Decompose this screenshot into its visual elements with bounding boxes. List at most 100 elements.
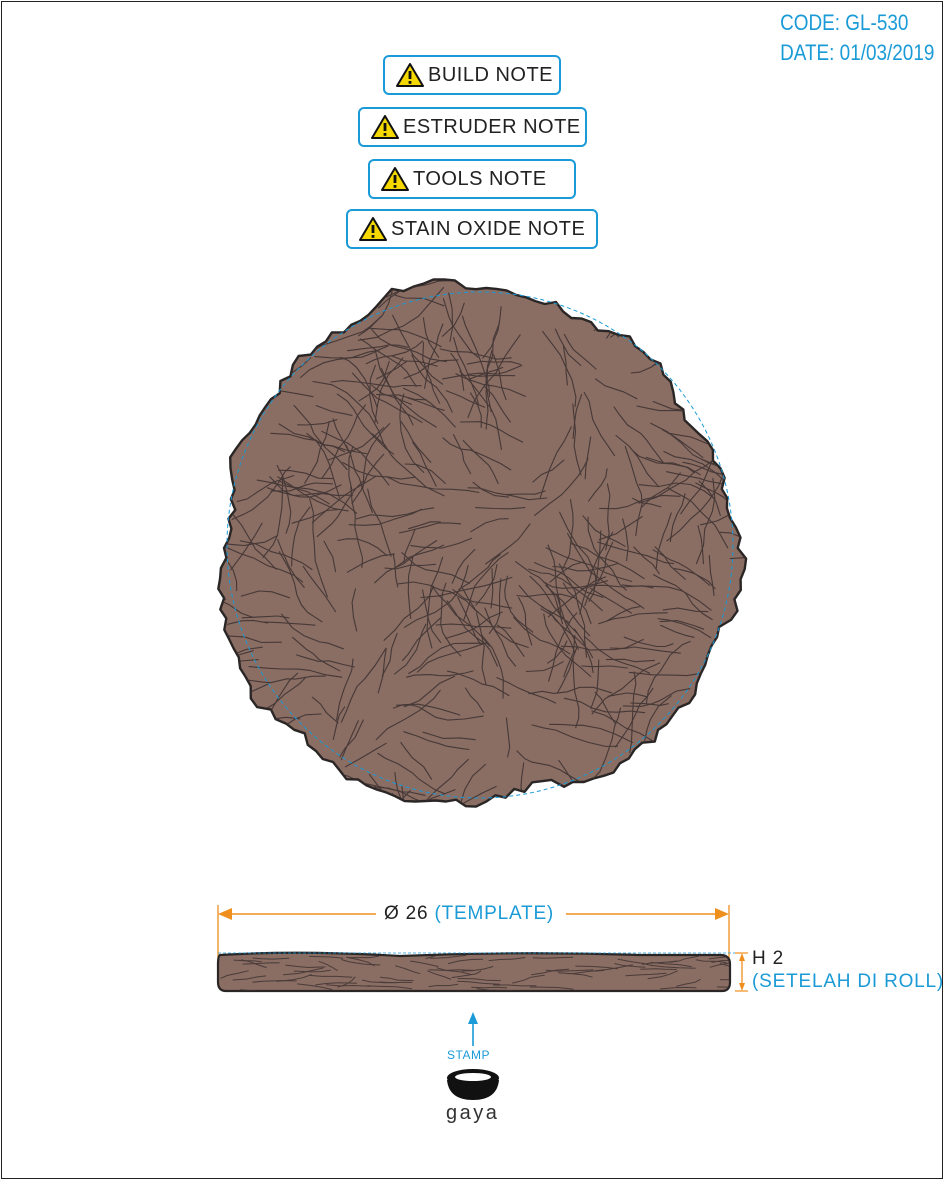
side-texture-line	[425, 952, 448, 960]
stone-texture-line	[591, 710, 656, 743]
stone-texture-line	[309, 498, 328, 598]
stone-texture-line	[406, 670, 474, 678]
stone-texture-line	[534, 458, 589, 516]
stone-texture-line	[580, 584, 654, 590]
stone-texture-line	[398, 784, 405, 807]
side-texture-line	[558, 972, 593, 978]
stone-texture-line	[552, 562, 619, 572]
tools-note-button[interactable]: TOOLS NOTE	[368, 159, 576, 199]
stone-texture-line	[323, 540, 337, 573]
stone-texture-line	[516, 750, 587, 787]
estruder-note-button[interactable]: ESTRUDER NOTE	[358, 107, 587, 147]
stone-texture-line	[460, 421, 524, 443]
stone-texture-line	[230, 511, 277, 570]
build-note-button[interactable]: BUILD NOTE	[383, 55, 561, 95]
stone-texture-line	[394, 544, 445, 569]
stone-texture-line	[513, 616, 571, 655]
stone-texture-line	[416, 641, 488, 673]
stone-texture-line	[482, 306, 502, 359]
stone-texture-line	[532, 459, 565, 483]
side-texture-line	[720, 963, 730, 970]
stone-texture-line	[397, 581, 478, 613]
stone-texture-line	[697, 401, 747, 424]
stone-texture-line	[396, 704, 484, 721]
stone-texture-line	[504, 575, 534, 633]
stone-texture-line	[638, 459, 714, 504]
warning-icon	[396, 63, 424, 87]
stone-texture-line	[296, 654, 355, 668]
stone-texture-line	[351, 372, 423, 423]
stone-texture-line	[543, 580, 609, 589]
title-block: CODE: GL-530 DATE: 01/03/2019	[780, 8, 934, 68]
stone-texture-line	[359, 338, 417, 388]
stone-texture-line	[422, 341, 441, 404]
stone-texture-line	[598, 612, 668, 625]
stone-texture-line	[339, 719, 364, 758]
stone-texture-line	[342, 461, 416, 480]
stone-texture-line	[403, 564, 469, 628]
stone-texture-line	[595, 378, 638, 400]
stone-texture-line	[472, 481, 510, 498]
stone-texture-line	[332, 418, 350, 453]
stone-texture-line	[420, 576, 513, 599]
side-texture-line	[309, 955, 344, 959]
side-texture-line	[326, 984, 371, 987]
stone-texture-line	[563, 333, 597, 370]
stone-texture-line	[461, 315, 490, 398]
stone-texture-line	[657, 618, 712, 639]
stain-oxide-note-button[interactable]: STAIN OXIDE NOTE	[346, 209, 598, 249]
stone-texture-line	[599, 494, 681, 510]
stone-texture-line	[266, 487, 354, 496]
stone-texture-line	[729, 556, 747, 560]
stone-texture-line	[573, 279, 627, 302]
stone-texture-line	[485, 523, 531, 565]
stone-texture-line	[655, 512, 672, 569]
side-texture-line	[346, 956, 375, 967]
stone-texture-line	[475, 507, 526, 510]
stone-texture-line	[448, 292, 454, 342]
stone-texture-line	[403, 528, 416, 564]
stone-texture-line	[545, 584, 591, 637]
side-texture-line	[457, 980, 500, 985]
warning-icon	[381, 167, 409, 191]
gaya-logo-text: gaya	[446, 1102, 500, 1124]
stone-texture-line	[567, 532, 593, 575]
stone-texture-line	[338, 772, 430, 805]
stone-texture-line	[340, 356, 378, 408]
stone-texture-line	[371, 329, 447, 363]
stone-texture-line	[377, 752, 446, 795]
stone-texture-line	[392, 314, 444, 385]
warning-icon	[359, 217, 387, 241]
side-texture-line	[625, 972, 667, 977]
note-label: ESTRUDER NOTE	[403, 115, 581, 138]
stone-texture-line	[554, 328, 582, 367]
stone-texture-line	[276, 464, 292, 534]
stone-texture-line	[351, 453, 385, 504]
warning-icon	[371, 115, 399, 139]
side-texture-line	[471, 986, 508, 989]
stone-texture-line	[570, 543, 645, 580]
stone-texture-line	[410, 537, 473, 549]
stone-texture-line	[374, 540, 438, 584]
stone-texture-line	[572, 403, 582, 476]
note-label: STAIN OXIDE NOTE	[391, 217, 586, 240]
stone-texture-line	[466, 360, 522, 366]
stone-texture-line	[563, 634, 576, 678]
stone-texture-line	[562, 582, 592, 625]
stone-texture-line	[376, 360, 408, 380]
stone-texture-line	[248, 666, 343, 678]
stone-texture-line	[493, 354, 507, 401]
diameter-label: Ø 26 (TEMPLATE)	[384, 903, 554, 925]
stone-texture-line	[598, 516, 643, 541]
stone-texture-line	[529, 575, 578, 634]
stone-texture-line	[392, 792, 398, 807]
stone-texture-line	[462, 439, 499, 485]
stone-texture-line	[582, 515, 626, 547]
note-label: BUILD NOTE	[428, 63, 554, 86]
stone-texture-line	[291, 509, 339, 524]
side-texture-line	[676, 978, 701, 987]
stone-texture-line	[490, 568, 494, 609]
side-texture-line	[575, 965, 618, 970]
stone-texture-line	[375, 689, 441, 741]
stone-texture-line	[218, 564, 227, 601]
